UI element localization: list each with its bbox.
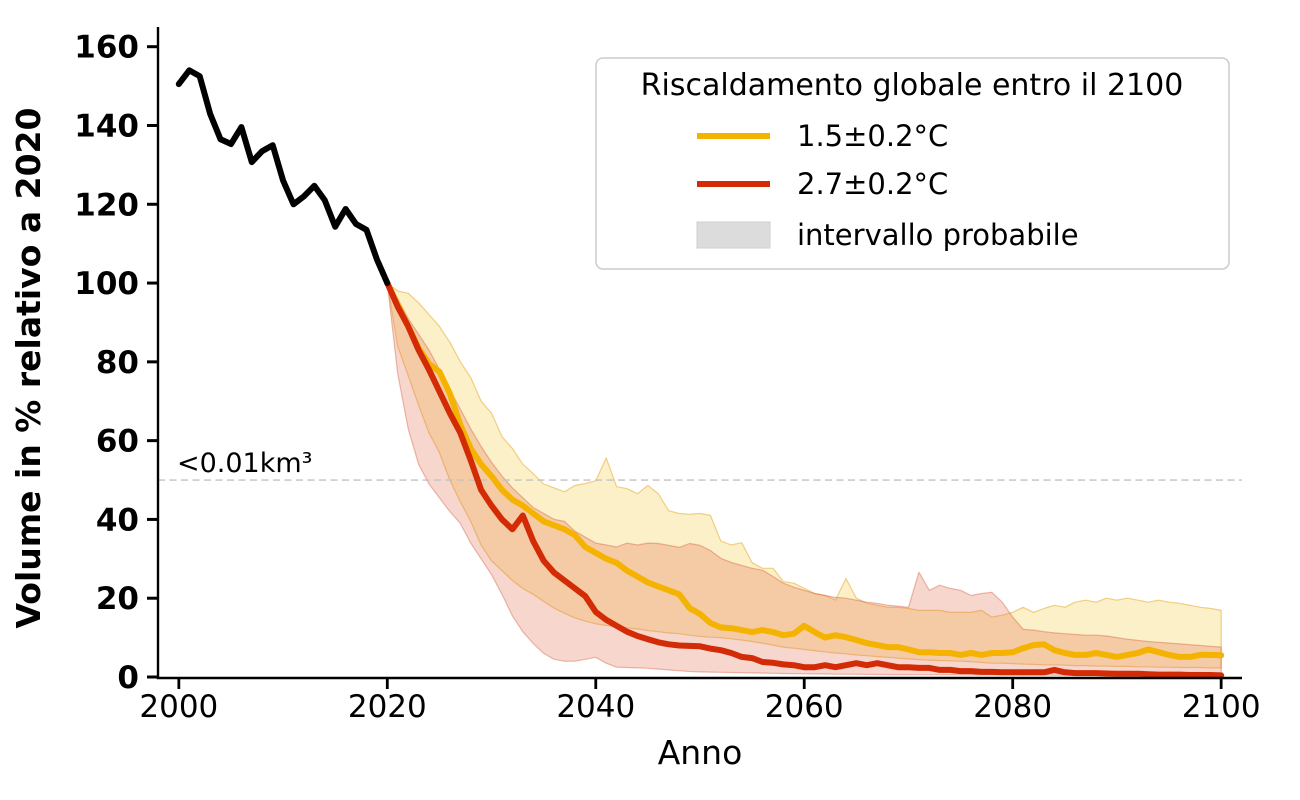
legend-title: Riscaldamento globale entro il 2100 [641,68,1184,103]
x-axis-ticks: 2000 2020 2040 2060 2080 2100 [139,678,1261,725]
y-tick-label-80: 80 [96,345,139,381]
y-tick-label-40: 40 [96,502,139,538]
x-tick-label-2080: 2080 [973,689,1052,725]
x-tick-label-2000: 2000 [139,689,218,725]
uncertainty-bands-layer [386,282,1222,677]
line-scenario-2p7 [384,280,1225,679]
x-tick-label-2060: 2060 [765,689,844,725]
line-scenario-1p5 [384,280,1225,660]
legend-swatch-interval [696,221,771,249]
line-storico [175,67,391,287]
y-tick-label-60: 60 [96,424,139,460]
y-tick-label-160: 160 [74,30,139,66]
y-tick-label-20: 20 [96,581,139,617]
legend-label-1p5: 1.5±0.2°C [797,119,948,153]
threshold-annotation: <0.01km³ [177,448,313,479]
x-tick-label-2040: 2040 [556,689,635,725]
legend-box [595,57,1230,270]
x-axis-label: Anno [658,733,743,772]
legend: Riscaldamento globale entro il 2100 1.5±… [595,57,1230,270]
data-lines-layer [175,67,1225,679]
x-tick-label-2020: 2020 [348,689,427,725]
x-tick-label-2100: 2100 [1182,689,1261,725]
y-tick-label-140: 140 [74,108,139,144]
y-tick-label-100: 100 [74,266,139,302]
legend-label-2p7: 2.7±0.2°C [797,167,948,201]
legend-label-interval: intervallo probabile [797,218,1079,252]
y-tick-label-120: 120 [74,187,139,223]
axes: 2000 2020 2040 2060 2080 2100 020406080100120… [74,27,1261,725]
band-scenario-2p7 [386,282,1222,677]
band-scenario-1p5 [386,282,1222,669]
y-axis-ticks: 0 20 40 60 80 100 120 140 160 [74,30,158,696]
y-axis-label: Volume in % relativo a 2020 [9,108,48,629]
y-tick-label-0: 0 [117,660,139,696]
